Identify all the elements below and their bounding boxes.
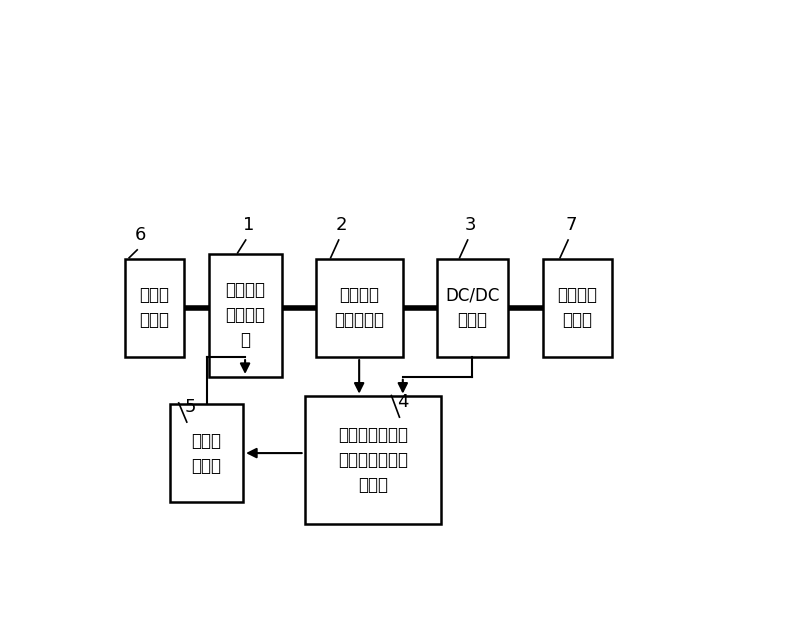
Bar xyxy=(316,259,402,357)
Text: 三相四
线电源: 三相四 线电源 xyxy=(139,286,170,330)
Bar xyxy=(170,404,243,502)
Text: 3: 3 xyxy=(465,216,477,234)
Text: 半波整流
兼滤波装置: 半波整流 兼滤波装置 xyxy=(334,286,384,330)
Text: 分布式负
荷调节装
置: 分布式负 荷调节装 置 xyxy=(225,281,265,350)
Text: 4: 4 xyxy=(397,393,408,412)
Bar xyxy=(305,396,441,525)
Text: DC/DC
变换器: DC/DC 变换器 xyxy=(445,286,499,330)
Bar xyxy=(543,259,611,357)
Text: 零线、过压和电
磁干扰监测及保
护装置: 零线、过压和电 磁干扰监测及保 护装置 xyxy=(338,426,408,495)
Text: 负荷控
制装置: 负荷控 制装置 xyxy=(192,431,222,475)
Text: 6: 6 xyxy=(134,226,146,244)
Text: 电能表功
能电路: 电能表功 能电路 xyxy=(558,286,598,330)
Text: 5: 5 xyxy=(184,398,196,416)
Bar xyxy=(437,259,508,357)
Text: 7: 7 xyxy=(566,216,577,234)
Bar xyxy=(125,259,184,357)
Text: 2: 2 xyxy=(336,216,347,234)
Text: 1: 1 xyxy=(243,216,254,234)
Bar xyxy=(209,254,282,377)
